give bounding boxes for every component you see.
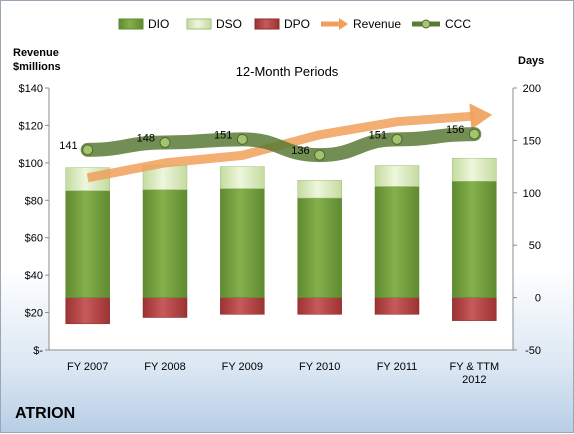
left-tick-label: $80: [25, 195, 43, 207]
legend-arrowhead-revenue: [339, 18, 348, 30]
dio-bar: [142, 189, 188, 298]
right-tick-label: 50: [529, 240, 541, 252]
legend-label-dpo: DPO: [284, 17, 310, 31]
legend-item-dio: DIO: [118, 17, 169, 31]
right-axis-ticks: -50 0 50 100 150 200: [513, 83, 541, 357]
right-tick-label: 150: [523, 135, 541, 147]
left-axis-title-line1: Revenue: [13, 47, 59, 59]
ccc-data-label: 148: [137, 132, 155, 144]
dpo-bar: [220, 297, 265, 315]
bar-series: [65, 157, 497, 325]
ccc-data-label: 141: [59, 140, 77, 152]
legend-label-dso: DSO: [216, 17, 242, 31]
right-tick-label: 0: [535, 293, 541, 305]
dpo-bar: [452, 297, 497, 321]
legend-label-revenue: Revenue: [353, 17, 401, 31]
ccc-marker: [468, 128, 480, 140]
legend-swatch-dpo: [254, 18, 280, 30]
legend-item-revenue: Revenue: [321, 17, 401, 31]
left-tick-label: $40: [25, 270, 43, 282]
ccc-marker: [391, 133, 403, 145]
company-name: ATRION: [15, 405, 76, 422]
left-tick-label: $60: [25, 233, 43, 245]
left-axis-title-line2: $millions: [13, 61, 61, 73]
ccc-marker: [82, 144, 94, 156]
ccc-data-label: 151: [369, 129, 387, 141]
ccc-marker: [314, 149, 326, 161]
left-tick-label: $120: [19, 120, 43, 132]
dso-bar: [297, 179, 342, 199]
plot-area: [49, 88, 513, 350]
dpo-bar: [65, 297, 110, 325]
legend-item-dso: DSO: [186, 17, 242, 31]
x-tick-label: FY 2011: [377, 361, 418, 373]
dpo-bar: [374, 297, 420, 315]
x-tick-label: FY 2008: [144, 361, 185, 373]
x-tick-label: FY 2010: [299, 361, 340, 373]
chart-title: 12-Month Periods: [236, 64, 339, 79]
right-axis-title: Days: [518, 55, 544, 67]
left-axis-ticks: $- $20 $40 $60 $80 $100 $120 $140: [19, 83, 49, 357]
dso-bar: [452, 157, 497, 182]
right-tick-label: -50: [525, 345, 541, 357]
dio-bar: [65, 190, 110, 298]
dso-bar: [220, 166, 265, 189]
ccc-series: 141 148 151 136 151 156: [59, 124, 482, 163]
dio-bar: [374, 186, 420, 298]
left-tick-label: $140: [19, 83, 43, 95]
dpo-bar: [297, 297, 342, 315]
right-tick-label: 100: [523, 188, 541, 200]
x-tick-label: FY & TTM: [449, 361, 499, 373]
legend-marker-ccc: [421, 19, 431, 29]
legend-item-dpo: DPO: [254, 17, 310, 31]
ccc-marker: [159, 136, 171, 148]
ccc-line: [80, 127, 482, 163]
x-tick-label: FY 2007: [67, 361, 108, 373]
legend-item-ccc: CCC: [412, 17, 471, 31]
legend-label-ccc: CCC: [445, 17, 471, 31]
dso-bar: [374, 165, 420, 187]
x-axis-labels: FY 2007 FY 2008 FY 2009 FY 2010 FY 2011 FY & …: [67, 361, 499, 386]
left-tick-label: $-: [33, 345, 43, 357]
legend-swatch-dso: [186, 18, 212, 30]
x-tick-label: FY 2009: [222, 361, 263, 373]
dio-bar: [297, 197, 342, 298]
ccc-data-label: 151: [214, 129, 232, 141]
ccc-data-label: 156: [446, 124, 464, 136]
ccc-marker: [236, 133, 248, 145]
legend-label-dio: DIO: [148, 17, 169, 31]
dio-bar: [220, 188, 265, 298]
legend: DIO DSO DPO Revenue CCC: [118, 17, 471, 31]
ccc-data-label: 136: [291, 145, 309, 157]
x-tick-label: 2012: [462, 374, 486, 386]
left-tick-label: $100: [19, 158, 43, 170]
left-tick-label: $20: [25, 308, 43, 320]
revenue-arrowhead: [469, 103, 493, 130]
dio-bar: [452, 181, 497, 298]
dpo-bar: [142, 297, 188, 318]
right-tick-label: 200: [523, 83, 541, 95]
legend-swatch-dio: [118, 18, 144, 30]
